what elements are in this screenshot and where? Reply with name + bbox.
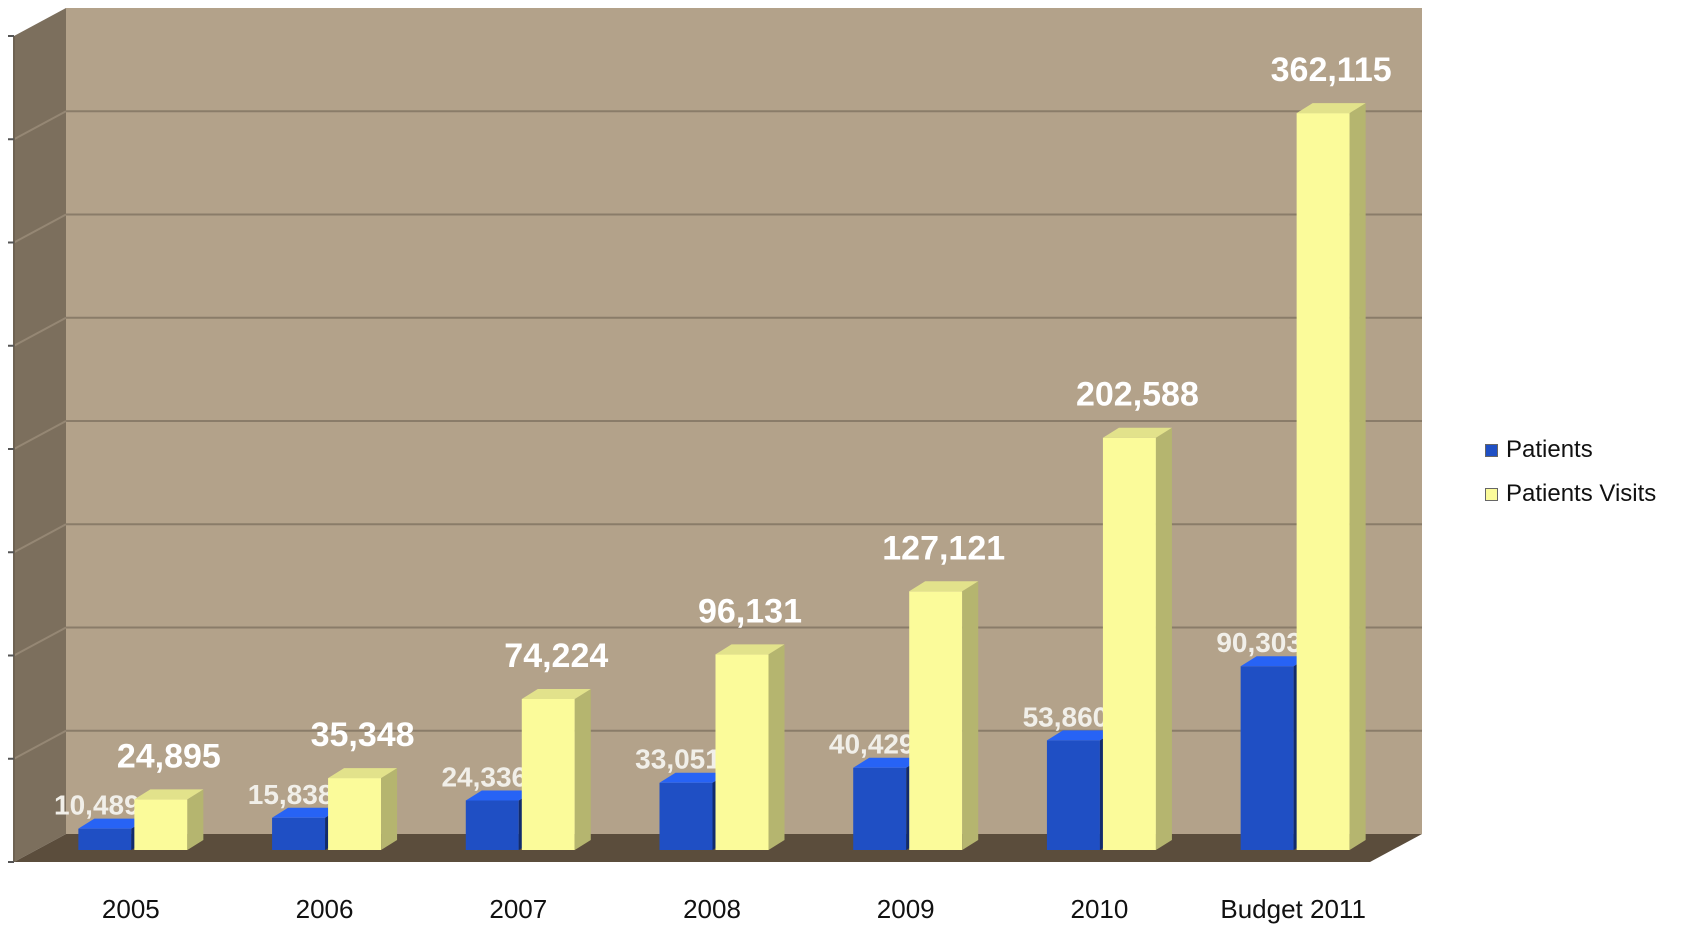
data-label-patients-4: 40,429 [829, 729, 915, 760]
bar-top-patients-visits-5 [1102, 427, 1172, 438]
x-tick-label: 2010 [1071, 894, 1129, 924]
bar-patients-1 [272, 817, 326, 850]
bar-patients-5 [1046, 740, 1100, 850]
bar-side-patients-visits-6 [1349, 103, 1366, 851]
data-label-patients-1: 15,838 [248, 779, 334, 810]
gridline-side [13, 213, 67, 244]
bar-patients-visits-6 [1296, 113, 1350, 851]
gridline-side [13, 729, 67, 760]
bar-top-patients-6 [1240, 656, 1310, 667]
legend-swatch-patients [1485, 443, 1498, 457]
bar-side-patients-visits-5 [1155, 427, 1172, 850]
bar-top-patients-3 [659, 772, 729, 783]
gridline-side [13, 523, 67, 554]
x-tick-label: 2008 [683, 894, 741, 924]
legend-swatch-patients-visits [1485, 487, 1498, 501]
data-label-patients-visits-5: 202,588 [1076, 376, 1199, 414]
data-label-patients-visits-4: 127,121 [882, 529, 1005, 567]
x-tick-label: 2005 [102, 894, 160, 924]
bar-patients-6 [1240, 666, 1294, 850]
bar-top-patients-visits-6 [1296, 103, 1366, 114]
bar-patients-visits-0 [134, 799, 188, 850]
data-label-patients-visits-1: 35,348 [311, 716, 415, 754]
bar-top-patients-visits-0 [134, 789, 204, 800]
legend-item-patients: Patients [1485, 428, 1656, 472]
bar-patients-visits-1 [328, 778, 382, 850]
bar-top-patients-0 [78, 818, 148, 829]
legend-label-patients-visits: Patients Visits [1506, 480, 1657, 507]
bar-side-patients-visits-3 [768, 644, 785, 850]
bar-patients-3 [659, 782, 713, 850]
legend: Patients Patients Visits [1485, 428, 1656, 516]
bar-side-patients-visits-4 [962, 581, 979, 850]
bar-side-patients-visits-2 [574, 688, 591, 850]
gridline-side [13, 110, 67, 141]
bar-patients-visits-5 [1102, 437, 1156, 850]
data-label-patients-visits-3: 96,131 [698, 592, 802, 630]
bar-patients-visits-3 [715, 654, 769, 850]
x-tick-label: 2006 [296, 894, 354, 924]
bar-top-patients-2 [465, 790, 535, 801]
data-label-patients-5: 53,860 [1023, 701, 1109, 732]
bar-top-patients-visits-1 [328, 768, 398, 779]
data-label-patients-6: 90,303 [1216, 627, 1302, 658]
bar-top-patients-1 [272, 807, 342, 818]
data-label-patients-visits-2: 74,224 [504, 637, 608, 675]
x-tick-label: 2007 [489, 894, 547, 924]
bar-patients-2 [465, 800, 519, 850]
bar-patients-4 [853, 767, 907, 850]
data-label-patients-visits-6: 362,115 [1271, 51, 1392, 89]
data-label-patients-2: 24,336 [441, 761, 527, 792]
bar-top-patients-visits-2 [521, 688, 591, 699]
bar-side-patients-visits-0 [187, 789, 204, 850]
legend-label-patients: Patients [1506, 436, 1593, 463]
data-label-patients-visits-0: 24,895 [117, 737, 221, 775]
bar-patients-visits-4 [909, 591, 963, 850]
gridline-side [13, 316, 67, 347]
bar-top-patients-5 [1046, 730, 1116, 741]
data-label-patients-3: 33,051 [635, 744, 721, 775]
bar-top-patients-visits-3 [715, 644, 785, 655]
legend-item-patients-visits: Patients Visits [1485, 472, 1656, 516]
bar-patients-visits-2 [521, 698, 575, 850]
data-label-patients-0: 10,489 [54, 790, 140, 821]
bar-patients-0 [78, 828, 132, 850]
gridline-side [13, 420, 67, 450]
bar-top-patients-visits-4 [909, 581, 979, 592]
bar-side-patients-visits-1 [381, 768, 398, 850]
x-tick-label: Budget 2011 [1220, 894, 1366, 924]
x-tick-label: 2009 [877, 894, 935, 924]
bar-top-patients-4 [853, 757, 923, 768]
gridline-side [13, 626, 67, 657]
